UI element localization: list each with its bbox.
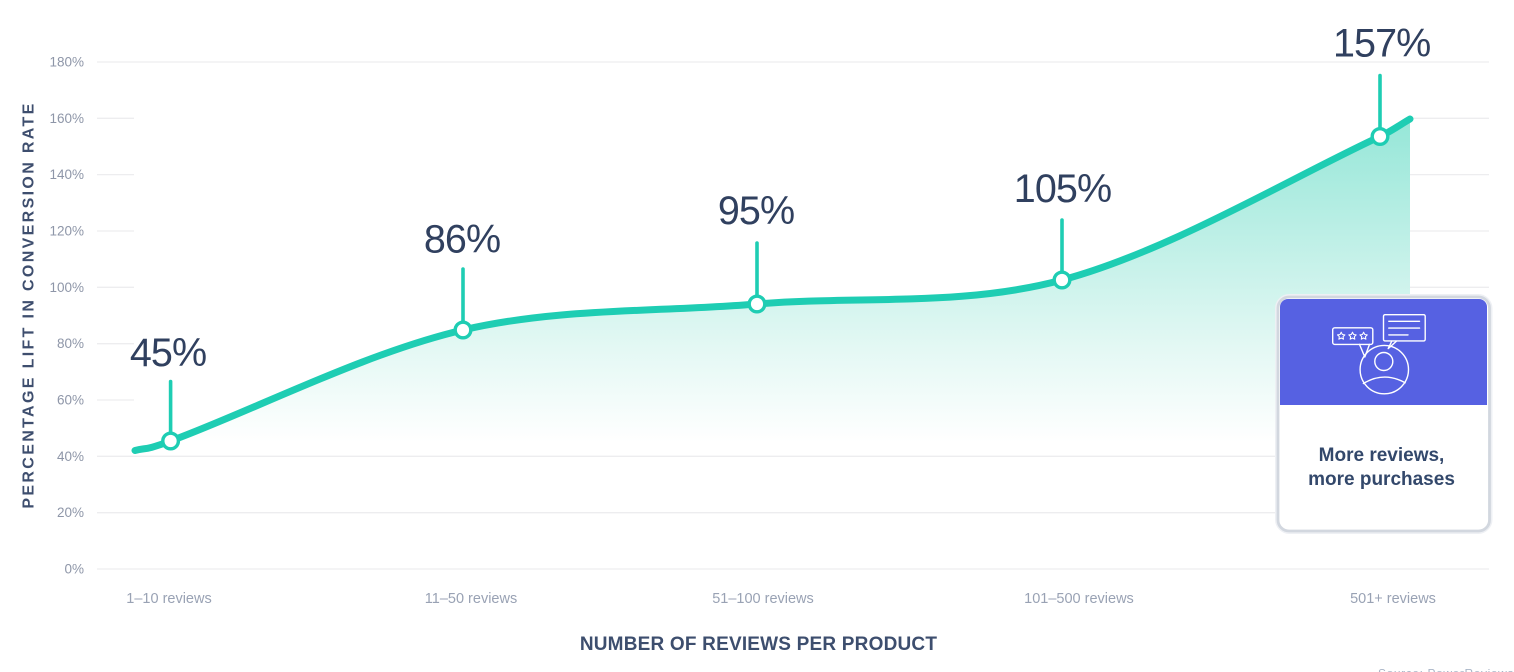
svg-text:NUMBER OF REVIEWS PER PRODUCT: NUMBER OF REVIEWS PER PRODUCT xyxy=(580,634,938,655)
svg-text:40%: 40% xyxy=(57,449,84,464)
svg-text:86%: 86% xyxy=(424,218,500,262)
svg-text:105%: 105% xyxy=(1014,167,1111,211)
svg-text:100%: 100% xyxy=(49,280,84,295)
svg-text:1–10 reviews: 1–10 reviews xyxy=(126,591,211,607)
svg-text:501+ reviews: 501+ reviews xyxy=(1350,591,1436,607)
svg-text:45%: 45% xyxy=(130,331,206,375)
svg-text:20%: 20% xyxy=(57,505,84,520)
svg-text:95%: 95% xyxy=(718,189,794,233)
svg-text:140%: 140% xyxy=(49,167,84,182)
svg-text:180%: 180% xyxy=(49,55,84,70)
svg-text:more purchases: more purchases xyxy=(1308,469,1455,490)
svg-text:80%: 80% xyxy=(57,336,84,351)
svg-text:Source: PowerReviews: Source: PowerReviews xyxy=(1378,667,1514,672)
svg-text:11–50 reviews: 11–50 reviews xyxy=(425,591,517,607)
svg-text:120%: 120% xyxy=(49,224,84,239)
svg-text:51–100 reviews: 51–100 reviews xyxy=(712,591,814,607)
svg-text:More reviews,: More reviews, xyxy=(1319,445,1445,466)
svg-text:PERCENTAGE LIFT IN CONVERSION: PERCENTAGE LIFT IN CONVERSION RATE xyxy=(21,101,38,508)
svg-text:160%: 160% xyxy=(49,111,84,126)
svg-text:101–500 reviews: 101–500 reviews xyxy=(1024,591,1134,607)
svg-text:157%: 157% xyxy=(1333,22,1430,66)
svg-text:60%: 60% xyxy=(57,393,84,408)
svg-text:0%: 0% xyxy=(64,562,84,577)
